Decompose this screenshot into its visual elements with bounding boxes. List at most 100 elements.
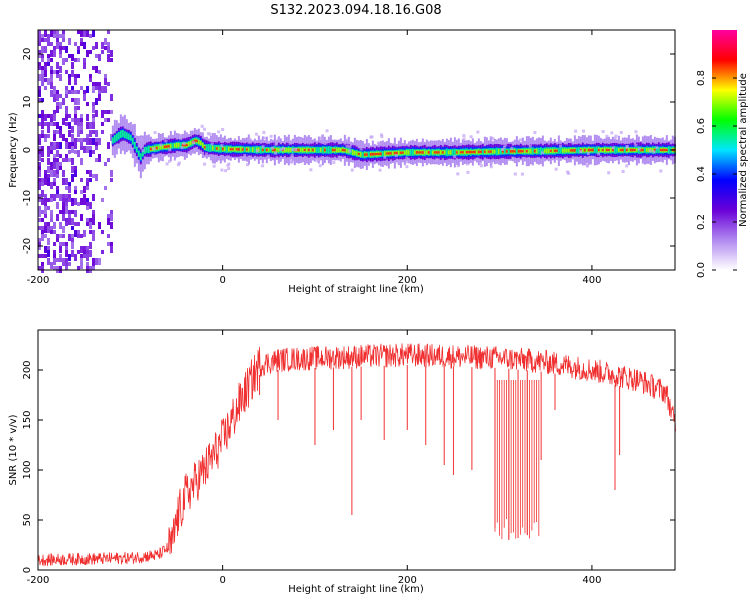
heatmap-noise-cell	[110, 242, 113, 246]
heatmap-signal-cell	[429, 149, 432, 156]
heatmap-noise-cell	[38, 38, 41, 42]
heatmap-noise-cell	[104, 74, 107, 78]
heatmap-noise-cell	[83, 90, 86, 97]
heatmap-noise-cell	[53, 250, 56, 254]
heatmap-noise-cell	[65, 194, 68, 198]
heatmap-noise-cell	[80, 118, 83, 122]
heatmap-noise-cell	[53, 170, 56, 177]
heatmap-noise-cell	[71, 174, 74, 181]
colorbar-tick-label: 0.0	[696, 262, 707, 278]
heatmap-scatter-cell	[177, 161, 181, 165]
heatmap-noise-cell	[80, 158, 83, 165]
heatmap-noise-cell	[92, 210, 95, 214]
heatmap-noise-cell	[59, 130, 62, 137]
heatmap-noise-cell	[80, 42, 83, 46]
heatmap-noise-cell	[71, 54, 74, 61]
heatmap-signal-cell	[421, 151, 424, 154]
heatmap-noise-cell	[59, 166, 62, 170]
snr-x-axis-label: Height of straight line (km)	[288, 584, 424, 595]
heatmap-noise-cell	[56, 142, 59, 149]
heatmap-noise-cell	[86, 122, 89, 129]
spectrogram-x-axis-label: Height of straight line (km)	[288, 284, 424, 295]
spectrogram-frame	[37, 29, 676, 271]
heatmap-noise-cell	[74, 210, 77, 217]
heatmap-noise-cell	[38, 54, 41, 58]
heatmap-noise-cell	[56, 102, 59, 106]
heatmap-signal-cell	[119, 130, 122, 138]
heatmap-signal-cell	[181, 144, 184, 147]
heatmap-noise-cell	[74, 150, 77, 154]
heatmap-scatter-cell	[309, 168, 313, 172]
heatmap-signal-cell	[387, 152, 390, 155]
heatmap-noise-cell	[68, 186, 71, 193]
heatmap-scatter-cell	[453, 155, 457, 159]
heatmap-noise-cell	[86, 246, 89, 250]
heatmap-noise-cell	[56, 158, 59, 165]
heatmap-noise-cell	[59, 42, 62, 49]
heatmap-noise-cell	[71, 242, 74, 249]
snr-frame	[37, 329, 676, 571]
snr-y-tick-label: 200	[22, 360, 33, 379]
heatmap-noise-cell	[107, 30, 110, 34]
heatmap-signal-cell	[239, 147, 242, 152]
heatmap-signal-cell	[407, 150, 410, 155]
heatmap-scatter-cell	[456, 164, 460, 168]
heatmap-noise-cell	[74, 74, 77, 81]
snr-y-tick-label: 150	[22, 410, 33, 429]
heatmap-scatter-cell	[528, 144, 532, 148]
heatmap-signal-cell	[593, 146, 596, 154]
heatmap-noise-cell	[65, 246, 68, 250]
heatmap-noise-cell	[71, 142, 74, 146]
heatmap-signal-cell	[143, 146, 146, 155]
heatmap-noise-cell	[41, 118, 44, 125]
heatmap-noise-cell	[77, 234, 80, 238]
heatmap-noise-cell	[53, 222, 56, 229]
heatmap-signal-cell	[565, 148, 568, 153]
heatmap-noise-cell	[74, 118, 77, 125]
heatmap-signal-cell	[493, 149, 496, 154]
heatmap-signal-cell	[303, 148, 306, 152]
heatmap-noise-cell	[83, 138, 86, 142]
heatmap-scatter-cell	[490, 161, 494, 165]
snr-y-tick-label: 100	[22, 460, 33, 479]
heatmap-noise-cell	[59, 246, 62, 253]
heatmap-noise-cell	[83, 246, 86, 253]
snr-x-tick-label: 200	[398, 575, 417, 586]
heatmap-noise-cell	[53, 158, 56, 162]
heatmap-noise-cell	[53, 122, 56, 126]
heatmap-signal-cell	[459, 151, 462, 154]
heatmap-noise-cell	[104, 186, 107, 190]
heatmap-signal-cell	[419, 151, 422, 154]
heatmap-signal-cell	[341, 148, 344, 152]
heatmap-signal-cell	[531, 147, 534, 155]
heatmap-noise-cell	[77, 122, 80, 129]
heatmap-signal-cell	[625, 148, 628, 152]
heatmap-signal-cell	[317, 146, 320, 154]
heatmap-signal-cell	[467, 150, 470, 154]
heatmap-signal-cell	[655, 146, 658, 154]
heatmap-signal-cell	[533, 149, 536, 153]
heatmap-noise-cell	[92, 66, 95, 70]
heatmap-noise-cell	[77, 138, 80, 142]
heatmap-scatter-cell	[161, 153, 165, 157]
heatmap-noise-cell	[47, 38, 50, 42]
heatmap-noise-cell	[50, 30, 53, 37]
heatmap-noise-cell	[77, 202, 80, 206]
heatmap-scatter-cell	[637, 147, 641, 151]
heatmap-noise-cell	[50, 114, 53, 118]
heatmap-noise-cell	[92, 46, 95, 50]
heatmap-signal-cell	[425, 150, 428, 155]
heatmap-noise-cell	[53, 94, 56, 98]
heatmap-signal-cell	[571, 149, 574, 152]
heatmap-noise-cell	[59, 194, 62, 201]
heatmap-noise-cell	[44, 30, 47, 37]
heatmap-noise-cell	[107, 46, 110, 53]
heatmap-noise-cell	[89, 230, 92, 234]
heatmap-noise-cell	[95, 42, 98, 49]
heatmap-noise-cell	[47, 174, 50, 181]
heatmap-noise-cell	[38, 138, 41, 145]
heatmap-signal-cell	[251, 147, 254, 153]
heatmap-noise-cell	[62, 46, 65, 50]
heatmap-noise-cell	[104, 162, 107, 166]
heatmap-noise-cell	[89, 202, 92, 209]
